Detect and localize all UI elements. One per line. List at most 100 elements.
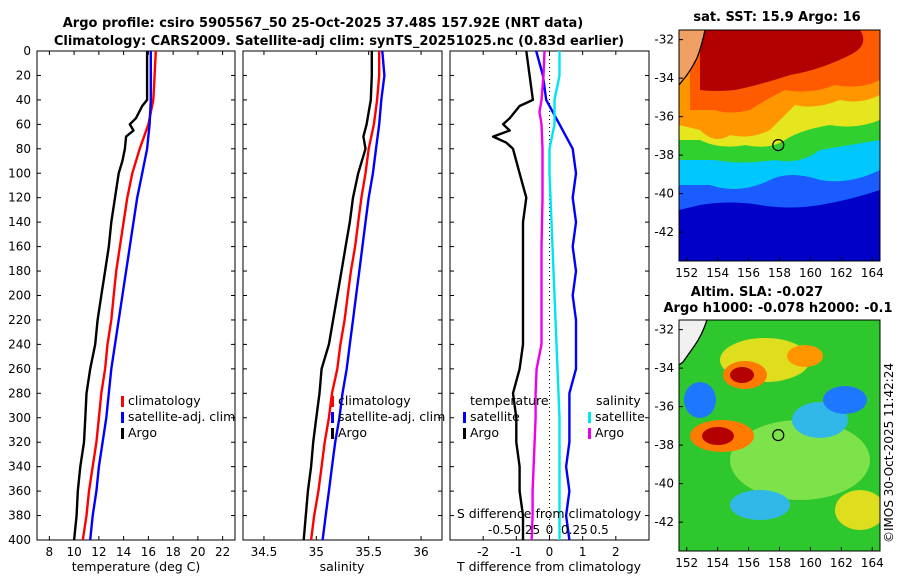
temperature-panel-frame <box>36 50 236 541</box>
sla-title-2: Argo h1000: -0.078 h2000: -0.1 <box>663 301 892 316</box>
map-x-tick-label: 158 <box>768 266 791 280</box>
map-y-tick-label: -36 <box>654 110 674 124</box>
sla-low-west <box>684 382 716 418</box>
series-line-satellite-adj-clim <box>89 51 153 540</box>
depth-tick-label: 100 <box>8 166 31 180</box>
salinity-legend: climatology satellite-adj. clim Argo <box>331 393 445 440</box>
x-tick-label: -1 <box>510 545 522 559</box>
map-x-tick-label: 152 <box>675 266 698 280</box>
temperature-legend: climatology satellite-adj. clim Argo <box>121 393 235 440</box>
map-y-tick-label: -34 <box>654 71 674 85</box>
depth-tick-label: 80 <box>16 142 31 156</box>
legend-swatch-argo <box>121 428 124 439</box>
x-tick-label: 16 <box>141 545 156 559</box>
depth-tick-label: 260 <box>8 362 31 376</box>
x2-tick-label: -0.5 <box>488 523 511 537</box>
float-position-marker <box>772 429 785 442</box>
map-y-tick-label: -32 <box>654 33 674 47</box>
legend-swatch-s-argo <box>588 428 591 439</box>
sla-orange-high-2 <box>787 345 823 367</box>
depth-tick-label: 60 <box>16 117 31 131</box>
x2-tick-label: 0.25 <box>561 523 588 537</box>
sla-low-south <box>730 490 790 520</box>
sla-patch <box>730 420 870 500</box>
depth-tick-label: 120 <box>8 191 31 205</box>
x-tick-label: -2 <box>477 545 489 559</box>
x-tick-label: 22 <box>215 545 230 559</box>
legend-label-s-satellite: satellite <box>595 409 645 424</box>
sst-warm-core <box>700 30 864 91</box>
title-line-2: Climatology: CARS2009. Satellite-adj cli… <box>54 34 624 49</box>
map-y-tick-label: -38 <box>654 148 674 162</box>
watermark: ©IMOS 30-Oct-2025 11:42:24 <box>882 363 896 543</box>
legend-swatch-t-satellite <box>463 412 466 423</box>
legend-label-climatology: climatology <box>338 393 411 408</box>
legend-label-argo: Argo <box>128 425 157 440</box>
x-tick-label: 20 <box>190 545 205 559</box>
x-axes: 8 10 12 14 16 18 20 22 34.5 35 35.5 36 -2 -1 0 1 2-0.5-0… <box>46 51 620 559</box>
sla-coastline <box>679 320 708 366</box>
map-x-tick-label: 158 <box>768 556 791 570</box>
legend-swatch-satellite <box>121 412 124 423</box>
map-x-tick-label: 162 <box>830 266 853 280</box>
series-line-salinity-satellite <box>548 51 561 540</box>
legend-label-satellite: satellite-adj. clim <box>128 409 235 424</box>
x-tick-label: 2 <box>612 545 620 559</box>
legend-title-salinity: salinity <box>596 393 641 408</box>
legend-swatch-climatology <box>121 396 124 407</box>
series-line-climatology <box>81 51 157 540</box>
depth-tick-label: 380 <box>8 509 31 523</box>
salinity-xlabel: salinity <box>320 559 365 574</box>
map-y-tick-label: -38 <box>654 438 674 452</box>
depth-tick-label: 160 <box>8 240 31 254</box>
depth-tick-label: 400 <box>8 533 31 547</box>
map-y-tick-label: -42 <box>654 515 674 529</box>
x2-tick-label: 0 <box>546 523 554 537</box>
sla-red-high <box>730 367 754 383</box>
map-y-tick-label: -32 <box>654 323 674 337</box>
title-line-1: Argo profile: csiro 5905567_50 25-Oct-20… <box>63 16 584 31</box>
depth-tick-label: 180 <box>8 264 31 278</box>
depth-tick-label: 220 <box>8 313 31 327</box>
legend-label-s-argo: Argo <box>595 425 624 440</box>
map-axes: 152 154 156 158 160 162 164 -32 -34 -36 -38 -40 -42 1… <box>654 33 883 570</box>
legend-swatch-satellite <box>331 412 334 423</box>
legend-label-t-satellite: satellite <box>470 409 520 424</box>
depth-tick-label: 40 <box>16 93 31 107</box>
map-x-tick-label: 160 <box>799 266 822 280</box>
x-tick-label: 1 <box>579 545 587 559</box>
depth-tick-label: 200 <box>8 289 31 303</box>
difference-legend: temperature satellite Argo salinity sate… <box>463 393 645 440</box>
x-tick-label: 14 <box>116 545 131 559</box>
legend-label-t-argo: Argo <box>470 425 499 440</box>
sla-map <box>679 320 880 551</box>
x-tick-label: 12 <box>91 545 106 559</box>
map-x-tick-label: 162 <box>830 556 853 570</box>
legend-swatch-argo <box>331 428 334 439</box>
series-line-argo <box>72 51 149 540</box>
depth-axis: 0 20 40 60 80 100 120 140 160 180 200 220 240 260 280 3… <box>8 44 649 547</box>
legend-swatch-climatology <box>331 396 334 407</box>
map-y-tick-label: -40 <box>654 477 674 491</box>
salinity-panel-frame <box>242 50 443 541</box>
x-tick-label: 0 <box>546 545 554 559</box>
depth-tick-label: 300 <box>8 411 31 425</box>
x-tick-label: 8 <box>46 545 54 559</box>
map-x-tick-label: 154 <box>706 556 729 570</box>
map-x-tick-label: 156 <box>737 556 760 570</box>
legend-title-temperature: temperature <box>470 393 549 408</box>
map-y-tick-label: -34 <box>654 361 674 375</box>
sla-title-1: Altim. SLA: -0.027 <box>691 285 823 300</box>
depth-tick-label: 0 <box>23 44 31 58</box>
depth-tick-label: 240 <box>8 337 31 351</box>
legend-label-argo: Argo <box>338 425 367 440</box>
sst-title: sat. SST: 15.9 Argo: 16 <box>693 10 860 25</box>
series-line-satellite-adj-clim <box>321 51 386 540</box>
map-x-tick-label: 164 <box>861 556 884 570</box>
depth-tick-label: 280 <box>8 386 31 400</box>
x2-tick-label: -0.25 <box>509 523 540 537</box>
sla-land <box>679 320 707 365</box>
float-position-marker <box>772 139 785 152</box>
sla-red-eddy <box>702 427 734 445</box>
